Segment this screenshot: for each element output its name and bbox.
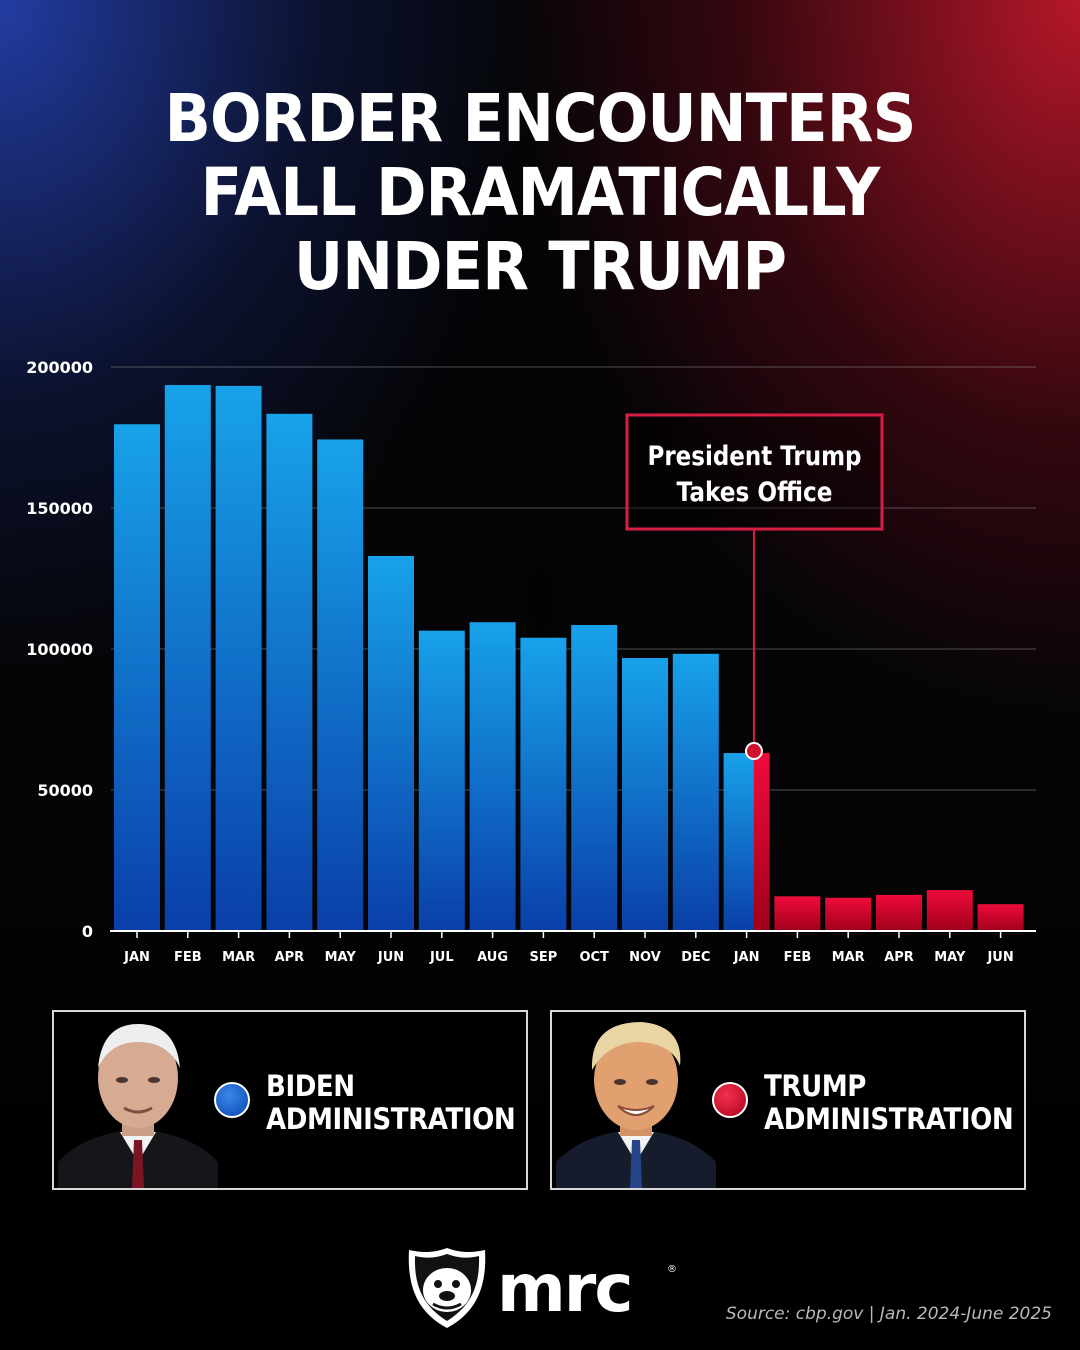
bar-biden (368, 555, 414, 931)
legend-card-trump: TRUMP ADMINISTRATION (550, 1010, 1026, 1190)
bar-trump (753, 753, 770, 931)
bar-biden (622, 658, 668, 931)
bar-biden (571, 625, 618, 931)
callout-text-line-1: President Trump (648, 441, 862, 472)
x-tick-label: AUG (477, 950, 508, 965)
bar-biden (164, 385, 211, 932)
x-tick-label: JUN (377, 950, 404, 965)
source-note: Source: cbp.gov | Jan. 2024-June 2025 (725, 1304, 1052, 1324)
bar-biden (418, 630, 465, 931)
biden-legend-line-2: ADMINISTRATION (266, 1102, 516, 1136)
mrc-logo: mrc ® (405, 1246, 680, 1330)
x-tick-label: MAY (325, 950, 357, 965)
bar-chart: 0 50000 100000 150000 200000 JAN FEB MAR APR MAY… (26, 358, 1036, 965)
y-axis-ticks: 0 50000 100000 150000 200000 (26, 358, 93, 941)
y-tick-label: 100000 (26, 640, 93, 659)
bar-biden (672, 653, 719, 931)
bar-trump (926, 890, 973, 931)
bulldog-shield-icon (408, 1248, 486, 1328)
trump-legend-swatch (712, 1082, 748, 1118)
registered-mark: ® (667, 1264, 677, 1275)
trump-legend-line-1: TRUMP (764, 1069, 866, 1103)
x-tick-label: JUN (986, 950, 1013, 965)
biden-legend-label: BIDEN ADMINISTRATION (266, 1069, 516, 1136)
x-tick-label: APR (275, 950, 305, 965)
x-tick-label: NOV (629, 950, 661, 965)
trump-takes-office-callout: President Trump Takes Office (625, 413, 884, 761)
bar-biden (469, 622, 516, 931)
trump-legend-label: TRUMP ADMINISTRATION (764, 1069, 1014, 1136)
x-tick-label: JAN (123, 950, 150, 965)
legend-card-biden: BIDEN ADMINISTRATION (52, 1010, 528, 1190)
bars (114, 385, 1024, 932)
callout-marker-dot (744, 742, 763, 761)
x-tick-label: FEB (784, 950, 812, 965)
title-line-3: UNDER TRUMP (293, 228, 787, 305)
biden-portrait (58, 1024, 218, 1188)
bar-trump (774, 896, 821, 931)
brand-name: mrc (497, 1250, 633, 1327)
biden-legend-line-1: BIDEN (266, 1069, 355, 1103)
bar-trump (876, 894, 922, 931)
bar-biden (317, 439, 364, 931)
x-tick-label: JUL (429, 950, 454, 965)
bar-biden (723, 753, 754, 931)
y-tick-label: 0 (82, 922, 93, 941)
y-tick-label: 200000 (26, 358, 93, 377)
bar-biden (520, 637, 567, 931)
x-tick-label: MAY (934, 950, 966, 965)
trump-legend-line-2: ADMINISTRATION (764, 1102, 1014, 1136)
biden-legend-swatch (214, 1082, 250, 1118)
x-tick-label: FEB (174, 950, 202, 965)
x-tick-label: MAR (222, 950, 255, 965)
chart-title: BORDER ENCOUNTERS FALL DRAMATICALLY UNDE… (43, 82, 1037, 304)
x-tick-label: APR (884, 950, 914, 965)
x-tick-label: JAN (733, 950, 760, 965)
trump-portrait (556, 1022, 716, 1188)
x-tick-label: DEC (681, 950, 710, 965)
title-line-2: FALL DRAMATICALLY (200, 154, 881, 231)
bar-biden (266, 413, 313, 931)
bar-trump (825, 897, 872, 931)
callout-text-line-2: Takes Office (677, 477, 833, 508)
x-axis-ticks: JAN FEB MAR APR MAY JUN JUL AUG SEP OCT NOV DEC JAN F… (123, 931, 1014, 965)
y-tick-label: 150000 (26, 499, 93, 518)
x-tick-label: SEP (530, 950, 558, 965)
title-line-1: BORDER ENCOUNTERS (164, 80, 917, 157)
callout-box (625, 413, 884, 531)
x-tick-label: MAR (832, 950, 865, 965)
y-tick-label: 50000 (37, 781, 93, 800)
bar-biden (114, 424, 160, 931)
bar-trump (977, 904, 1024, 931)
x-tick-label: OCT (579, 950, 609, 965)
bar-biden (215, 385, 262, 931)
